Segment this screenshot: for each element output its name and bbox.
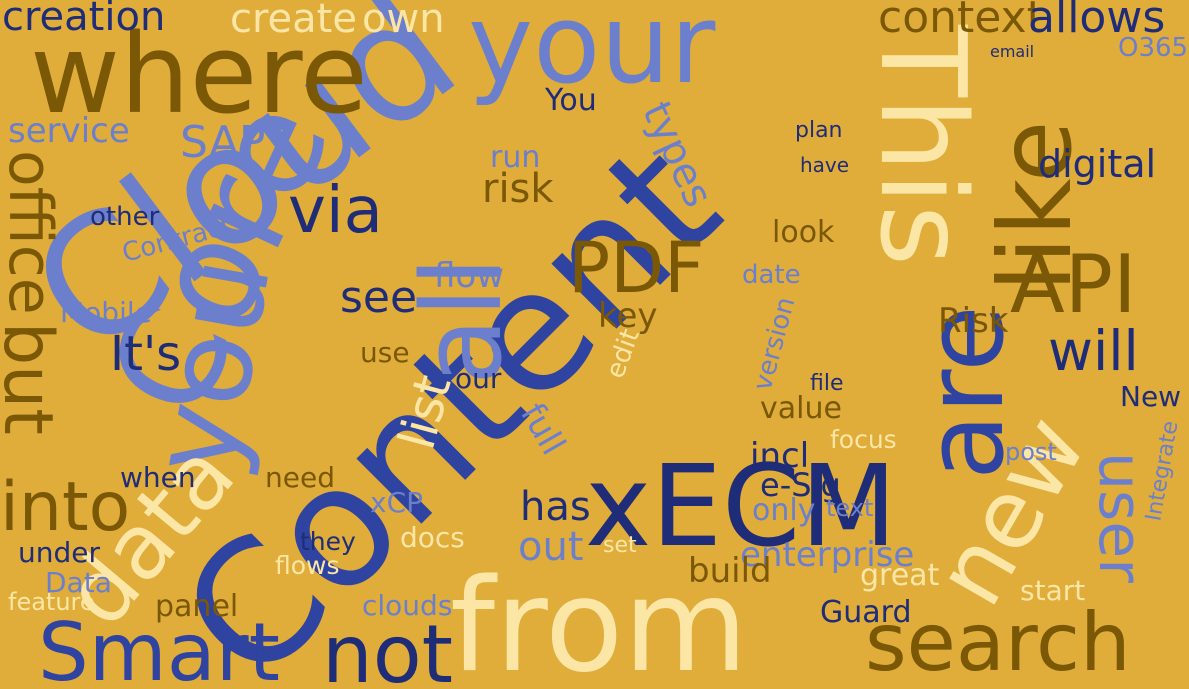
word: docs <box>400 521 465 554</box>
word: all <box>398 256 526 385</box>
word: flow <box>434 256 504 296</box>
word: You <box>544 83 597 118</box>
word: context <box>878 0 1044 43</box>
word: e-Sig <box>760 466 841 504</box>
word: your <box>468 0 716 108</box>
word: has <box>520 484 591 530</box>
word: service <box>8 111 130 151</box>
word: great <box>860 558 940 593</box>
word: Risk <box>938 301 1009 341</box>
word: run <box>490 140 540 175</box>
word: they <box>300 527 356 556</box>
word: Data <box>45 566 112 599</box>
word: New <box>1120 380 1181 413</box>
word: like <box>977 121 1094 292</box>
word: other <box>90 202 160 232</box>
word: xECM <box>585 442 897 572</box>
word: post <box>1005 438 1057 466</box>
word: but <box>0 322 67 435</box>
word: are <box>903 305 1028 480</box>
word: create <box>230 0 357 42</box>
word: PDF <box>568 227 704 309</box>
word: flows <box>275 551 340 580</box>
word: It's <box>110 326 181 382</box>
word: under <box>18 536 100 569</box>
word: value <box>760 391 842 426</box>
word: creation <box>2 0 165 40</box>
word: user <box>1085 452 1155 583</box>
word: our <box>455 362 502 395</box>
word: search <box>865 596 1131 689</box>
word: incl <box>750 436 809 476</box>
word: set <box>603 533 637 558</box>
word: date <box>742 260 801 290</box>
word: need <box>265 461 335 494</box>
word: Smart <box>38 606 280 689</box>
word: only <box>752 493 815 528</box>
word: will <box>1048 319 1139 383</box>
word: Guard <box>820 595 912 630</box>
word: Mobile <box>60 296 152 329</box>
word: digital <box>1038 142 1156 186</box>
word: have <box>800 153 849 177</box>
word: allows <box>1028 0 1165 43</box>
word: xCP <box>370 486 423 519</box>
word: API <box>1010 238 1137 331</box>
word: out <box>518 524 584 570</box>
word: look <box>772 215 835 250</box>
word: where <box>30 10 368 138</box>
word: SAP <box>180 117 265 168</box>
word: from <box>450 552 748 689</box>
word: email <box>990 42 1034 61</box>
word: feature <box>8 588 95 616</box>
word: file <box>810 371 844 396</box>
word: focus <box>830 425 897 454</box>
word: text <box>826 494 873 522</box>
word: see <box>340 272 417 323</box>
word: plan <box>795 118 843 143</box>
word: key <box>598 296 658 336</box>
word: clouds <box>362 589 452 622</box>
word: use <box>360 336 410 369</box>
word: own <box>362 0 445 42</box>
word: when <box>120 461 196 494</box>
word: into <box>0 468 130 547</box>
word: O365 <box>1118 33 1188 63</box>
word: via <box>288 174 383 248</box>
word: risk <box>482 166 554 212</box>
word: enterprise <box>740 535 914 575</box>
word: This <box>854 24 992 266</box>
word: not <box>322 608 453 689</box>
word: office <box>0 150 65 315</box>
word: build <box>688 551 772 591</box>
word: panel <box>155 589 238 624</box>
word: start <box>1020 574 1085 607</box>
